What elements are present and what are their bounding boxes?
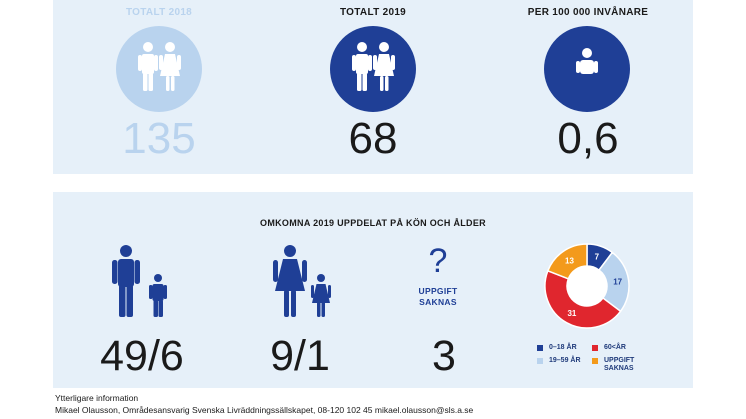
donut-label-0-18: 7 (595, 253, 600, 262)
person-bust-icon (576, 48, 598, 74)
men-value: 49/6 (100, 332, 184, 380)
unknown-label-line1: UPPGIFT (418, 286, 458, 296)
man-woman-icon (138, 42, 181, 91)
total-2019-value: 68 (348, 114, 398, 163)
legend-label-19-59: 19–59 ÅR (549, 357, 581, 364)
per-capita-value: 0,6 (557, 114, 619, 163)
legend-swatch-0-18 (537, 345, 543, 351)
man-boy-icon (112, 245, 167, 317)
person-icon-circle (544, 26, 630, 112)
legend-label-unknown-1: UPPGIFT (604, 357, 635, 364)
couple-icon-dark (330, 26, 416, 112)
donut-label-unknown: 13 (565, 256, 574, 265)
donut-label-60plus: 31 (567, 309, 576, 318)
legend-label-60plus: 60<ÅR (604, 344, 626, 351)
woman-girl-icon (273, 245, 331, 317)
total-2018-label: TOTALT 2018 (125, 7, 193, 18)
footer-contact: Mikael Olausson, Områdesansvarig Svenska… (55, 405, 474, 415)
age-donut-chart: 7 17 31 13 (544, 243, 630, 329)
per-capita-label: PER 100 000 INVÅNARE (527, 7, 649, 18)
total-2019-label: TOTALT 2019 (339, 7, 407, 18)
legend-swatch-19-59 (537, 358, 543, 364)
breakdown-title: OMKOMNA 2019 UPPDELAT PÅ KÖN OCH ÅLDER (260, 218, 486, 228)
donut-label-19-59: 17 (613, 278, 622, 287)
legend-swatch-60plus (592, 345, 598, 351)
total-2018-value: 135 (122, 114, 196, 163)
unknown-value: 3 (432, 332, 456, 380)
unknown-label-line2: SAKNAS (419, 297, 457, 307)
man-woman-icon (352, 42, 395, 91)
footer-heading: Ytterligare information (55, 393, 139, 403)
legend-label-0-18: 0–18 ÅR (549, 344, 577, 351)
legend-swatch-unknown (592, 358, 598, 364)
legend-label-unknown-2: SAKNAS (604, 365, 634, 372)
women-value: 9/1 (270, 332, 330, 380)
couple-icon-light (116, 26, 202, 112)
donut-hole (567, 266, 607, 306)
question-mark-icon: ? (428, 242, 448, 280)
